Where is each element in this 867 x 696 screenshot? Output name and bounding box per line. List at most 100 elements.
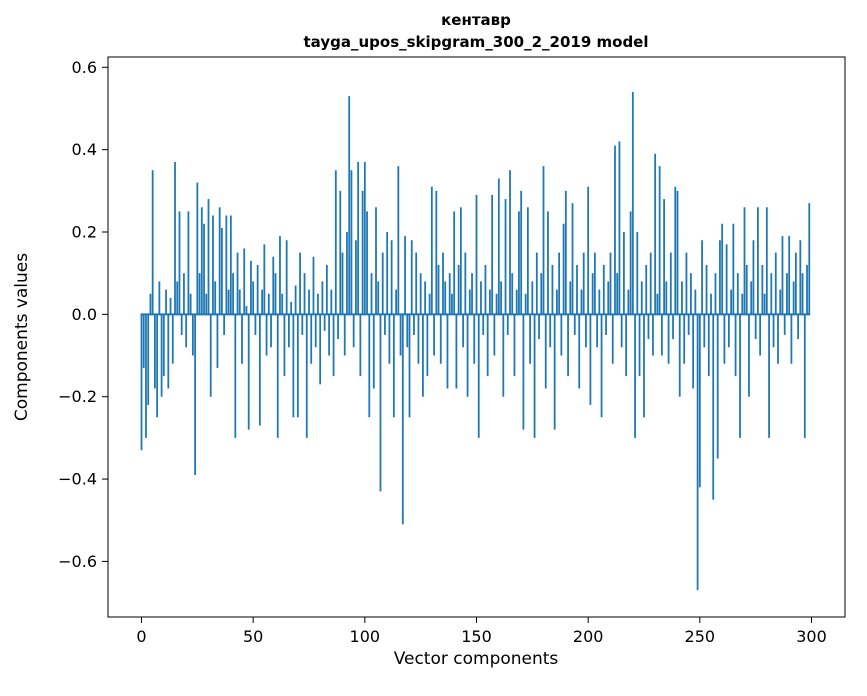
bar bbox=[681, 281, 683, 315]
bar bbox=[623, 232, 625, 315]
bar bbox=[256, 264, 259, 315]
bar bbox=[151, 170, 154, 315]
bar bbox=[200, 207, 203, 315]
bar bbox=[665, 281, 668, 315]
bar bbox=[154, 314, 156, 389]
bar bbox=[308, 289, 310, 315]
bar bbox=[419, 273, 422, 315]
y-axis-label: Components values bbox=[12, 253, 32, 421]
bar bbox=[243, 248, 246, 315]
bar bbox=[229, 215, 232, 315]
bar bbox=[303, 273, 306, 315]
bar bbox=[321, 281, 324, 315]
bar bbox=[453, 211, 456, 315]
bar bbox=[654, 153, 657, 315]
bar bbox=[471, 273, 473, 315]
bar bbox=[464, 252, 467, 315]
bar bbox=[806, 264, 808, 315]
bar bbox=[625, 314, 628, 377]
bar bbox=[484, 264, 487, 315]
bar bbox=[598, 289, 601, 315]
bar bbox=[710, 293, 712, 315]
bar bbox=[468, 289, 471, 315]
bar bbox=[323, 314, 326, 331]
bar bbox=[600, 314, 603, 418]
bar bbox=[475, 194, 478, 315]
bar bbox=[504, 199, 507, 315]
bar bbox=[694, 289, 697, 315]
bar bbox=[290, 302, 293, 315]
bar bbox=[725, 244, 728, 315]
bar bbox=[147, 314, 150, 405]
bar bbox=[422, 314, 424, 397]
bar bbox=[752, 240, 755, 315]
bar bbox=[761, 264, 764, 315]
bar bbox=[690, 273, 692, 315]
bar bbox=[582, 252, 585, 315]
bar bbox=[285, 240, 288, 315]
bar bbox=[296, 314, 299, 418]
bar bbox=[317, 293, 319, 315]
y-tick-label: 0.0 bbox=[72, 305, 97, 324]
bar bbox=[158, 281, 161, 315]
bar bbox=[551, 264, 554, 315]
bar bbox=[511, 273, 514, 315]
bar bbox=[413, 314, 415, 335]
y-tick-label: 0.6 bbox=[72, 58, 97, 77]
bar bbox=[652, 314, 654, 356]
bar bbox=[162, 314, 165, 377]
bar bbox=[424, 281, 427, 315]
bar bbox=[569, 281, 572, 315]
bar bbox=[390, 240, 393, 315]
bar bbox=[674, 186, 677, 315]
bar bbox=[265, 314, 268, 356]
bar bbox=[553, 314, 556, 430]
bar bbox=[589, 314, 592, 405]
bar bbox=[377, 281, 380, 315]
bar bbox=[808, 203, 811, 315]
bar bbox=[803, 314, 806, 438]
bar bbox=[669, 252, 672, 315]
bar bbox=[247, 314, 250, 430]
bar bbox=[743, 207, 746, 315]
bar bbox=[757, 207, 759, 315]
bar bbox=[763, 293, 766, 315]
bar bbox=[564, 190, 567, 315]
bar bbox=[368, 314, 371, 418]
bar bbox=[375, 207, 377, 315]
bar bbox=[433, 314, 435, 356]
bar bbox=[209, 314, 212, 397]
bar bbox=[437, 264, 440, 315]
bar bbox=[611, 314, 614, 364]
bar bbox=[716, 314, 719, 459]
bar bbox=[739, 314, 741, 438]
bar bbox=[477, 314, 480, 438]
bar bbox=[538, 314, 540, 340]
bar bbox=[227, 289, 230, 315]
bar bbox=[640, 281, 643, 315]
bar bbox=[734, 314, 737, 377]
bar bbox=[379, 314, 382, 492]
bar bbox=[283, 314, 286, 377]
bar bbox=[194, 314, 196, 475]
bar bbox=[417, 314, 420, 364]
bar bbox=[786, 273, 788, 315]
bar bbox=[319, 314, 322, 385]
bar bbox=[178, 211, 181, 315]
bar bbox=[489, 289, 491, 315]
bar bbox=[772, 314, 775, 348]
bar bbox=[140, 314, 143, 451]
bar bbox=[314, 314, 317, 348]
bar bbox=[542, 166, 545, 315]
bar bbox=[676, 190, 679, 315]
bar bbox=[406, 314, 409, 348]
bar bbox=[176, 281, 179, 315]
bar bbox=[451, 293, 453, 315]
bar bbox=[799, 240, 802, 315]
bar bbox=[332, 314, 335, 377]
bar bbox=[591, 273, 594, 315]
bar bbox=[171, 314, 174, 364]
y-tick-label: 0.2 bbox=[72, 223, 97, 242]
y-tick-label: 0.4 bbox=[72, 140, 97, 159]
